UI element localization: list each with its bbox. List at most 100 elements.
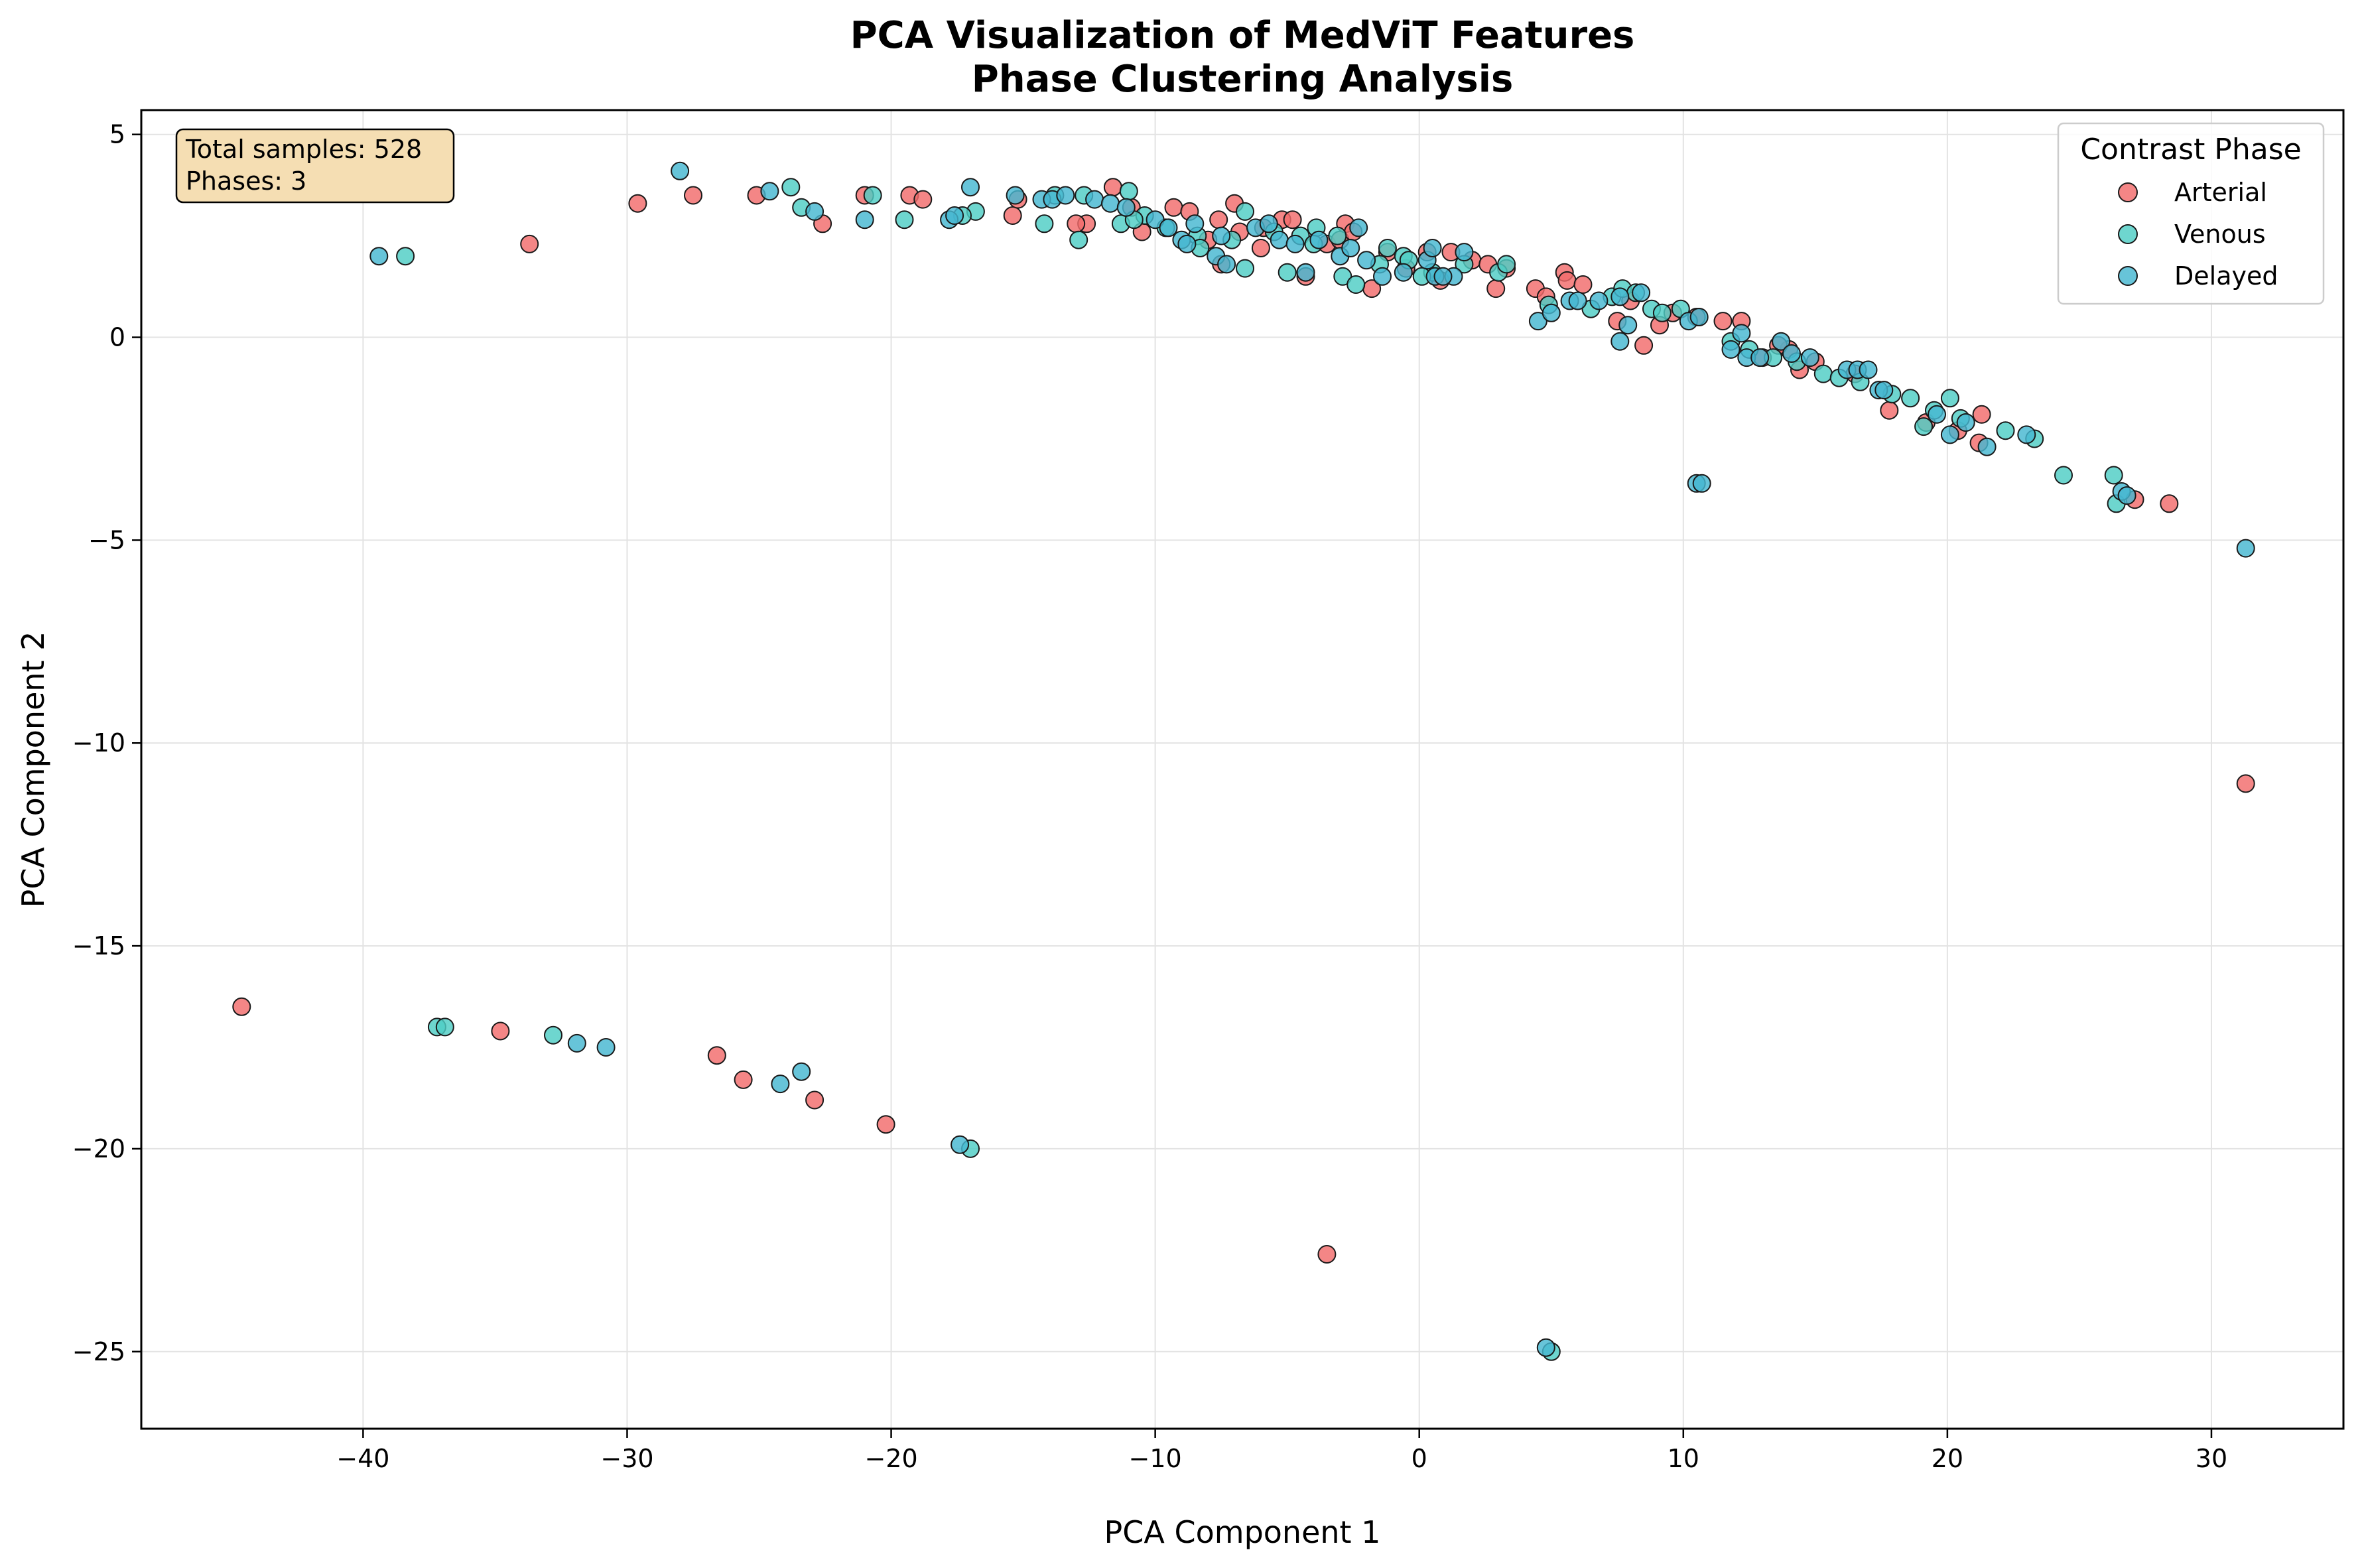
info-total-samples: Total samples: 528 [185,135,422,164]
arterial-point [1557,271,1577,290]
x-tick-label: 30 [2196,1444,2227,1473]
delayed-point [1285,234,1305,253]
delayed-point [1270,230,1289,249]
venous-point [396,247,415,266]
arterial-point [2160,494,2179,513]
legend-title: Contrast Phase [2080,133,2301,166]
arterial-point [1283,210,1302,229]
arterial-point [1573,275,1593,294]
delayed-point [1750,348,1770,367]
y-tick-label: −5 [88,525,125,555]
venous-point [863,186,882,205]
delayed-point [1146,210,1165,229]
delayed-point [1296,263,1315,282]
delayed-point [1689,308,1709,326]
venous-point [1119,182,1138,201]
arterial-point [1880,401,1899,420]
delayed-point [1542,303,1561,322]
delayed-point [1394,263,1413,282]
arterial-point [1972,405,1991,424]
legend-marker-venous [2118,224,2138,244]
x-tick-label: −10 [1129,1444,1182,1473]
info-box: Total samples: 528 Phases: 3 [175,128,455,204]
delayed-point [1589,291,1609,310]
delayed-point [1357,251,1376,270]
delayed-point [1159,218,1178,237]
chart-title-line2: Phase Clustering Analysis [972,58,1514,101]
delayed-point [1721,340,1740,359]
delayed-point [1632,283,1651,302]
info-box-background [175,128,455,204]
arterial-point [1209,210,1228,229]
delayed-point [1085,190,1104,209]
legend-label-arterial: Arterial [2174,178,2267,207]
y-tick-label: −10 [72,728,125,757]
x-tick-label: −20 [864,1444,917,1473]
delayed-point [1772,332,1791,351]
delayed-point [1006,186,1025,205]
arterial-point [1486,279,1506,298]
delayed-point [1423,239,1442,257]
delayed-point [2117,486,2136,505]
delayed-point [1101,194,1120,213]
delayed-point [1116,198,1136,217]
arterial-point [876,1115,895,1134]
arterial-point [2236,774,2255,793]
venous-point [895,210,914,229]
delayed-point [792,1062,811,1081]
venous-point [1378,239,1397,257]
arterial-point [1251,239,1270,257]
venous-point [1901,389,1920,408]
venous-point [1497,255,1516,274]
legend-label-delayed: Delayed [2174,261,2278,291]
delayed-point [1536,1338,1555,1357]
y-tick-label: −15 [72,931,125,960]
delayed-point [1618,316,1638,335]
delayed-point [1568,291,1587,310]
delayed-point [1056,186,1075,205]
delayed-point [1309,230,1329,249]
arterial-point [1317,1245,1337,1264]
venous-point [1333,267,1352,286]
y-tick-label: −20 [72,1134,125,1163]
venous-point [1328,226,1347,245]
venous-point [1652,303,1672,322]
delayed-point [1610,287,1630,306]
delayed-point [1610,332,1630,351]
venous-point [1035,214,1054,233]
venous-point [1278,263,1297,282]
x-axis-ticks: −40 −30 −20 −10 0 10 20 30 [336,1429,2227,1473]
delayed-point [1874,381,1894,400]
y-axis-label: PCA Component 2 [15,631,51,908]
delayed-point [369,247,389,266]
delayed-point [1800,348,1819,367]
delayed-point [2017,425,2036,444]
arterial-point [232,997,251,1016]
arterial-point [913,190,933,209]
arterial-point [707,1046,726,1065]
delayed-point [1185,214,1205,233]
delayed-point [2236,539,2255,558]
venous-point [1813,364,1833,383]
delayed-point [1859,360,1878,379]
arterial-point [1713,312,1733,331]
venous-point [1069,230,1088,249]
delayed-point [1177,234,1197,253]
arterial-point [1067,214,1086,233]
x-tick-label: 10 [1668,1444,1699,1473]
y-tick-label: −25 [72,1337,125,1366]
venous-point [2104,466,2123,485]
delayed-point [1977,437,1997,456]
delayed-point [1433,267,1453,286]
delayed-point [1259,214,1278,233]
delayed-point [805,202,824,221]
delayed-point [1528,312,1547,331]
delayed-point [1212,226,1231,245]
arterial-point [520,234,539,253]
venous-point [544,1025,562,1045]
arterial-point [684,186,702,205]
delayed-point [671,161,690,180]
legend-marker-delayed [2118,266,2138,286]
legend: Contrast Phase Arterial Venous Delayed [2057,122,2325,305]
